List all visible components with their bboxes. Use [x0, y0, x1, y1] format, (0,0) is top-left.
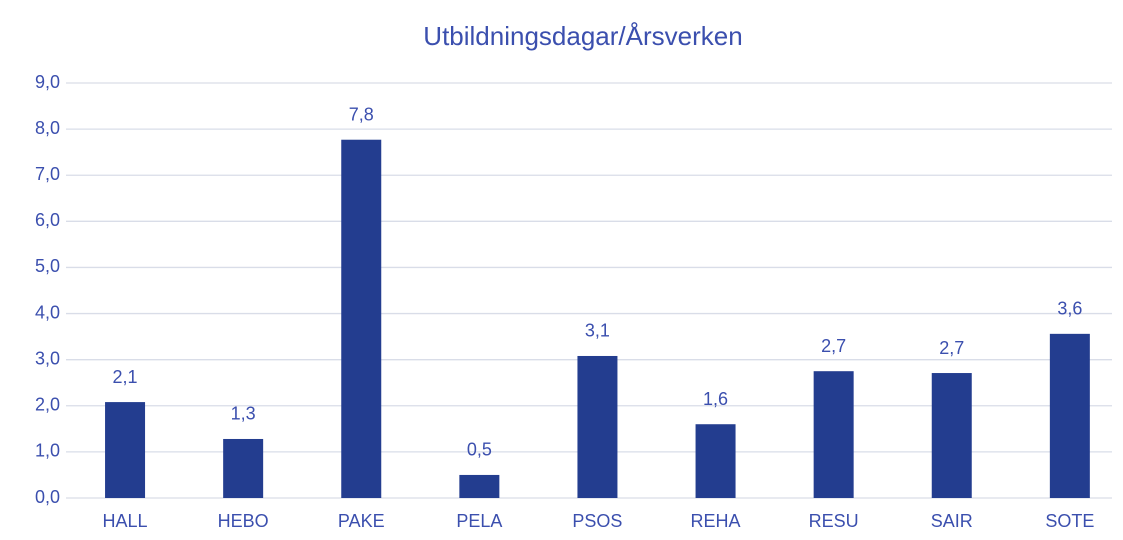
- x-tick-label: SOTE: [1045, 511, 1094, 531]
- x-tick-label: PSOS: [572, 511, 622, 531]
- bar: [695, 424, 736, 498]
- x-tick-label: SAIR: [931, 511, 973, 531]
- bar: [1049, 333, 1090, 498]
- bar: [813, 371, 854, 498]
- x-tick-label: REHA: [691, 511, 741, 531]
- value-label: 1,6: [703, 389, 728, 409]
- y-tick-label: 1,0: [35, 441, 60, 461]
- y-tick-label: 8,0: [35, 118, 60, 138]
- value-label: 7,8: [349, 104, 374, 124]
- y-tick-label: 5,0: [35, 256, 60, 276]
- bar: [341, 139, 382, 498]
- y-tick-label: 6,0: [35, 210, 60, 230]
- x-tick-label: HALL: [103, 511, 148, 531]
- value-label: 0,5: [467, 440, 492, 460]
- value-label: 2,7: [939, 338, 964, 358]
- y-tick-label: 3,0: [35, 348, 60, 368]
- bar: [459, 474, 500, 498]
- x-tick-label: HEBO: [218, 511, 269, 531]
- y-tick-label: 2,0: [35, 395, 60, 415]
- bar: [577, 355, 618, 498]
- bar: [931, 373, 972, 498]
- y-tick-label: 7,0: [35, 164, 60, 184]
- chart-title: Utbildningsdagar/Årsverken: [423, 21, 742, 51]
- value-label: 3,6: [1057, 299, 1082, 319]
- x-tick-label: PAKE: [338, 511, 385, 531]
- value-label: 2,7: [821, 336, 846, 356]
- x-tick-label: PELA: [456, 511, 502, 531]
- y-tick-label: 9,0: [35, 72, 60, 92]
- bar: [105, 402, 146, 498]
- y-tick-label: 4,0: [35, 302, 60, 322]
- x-tick-label: RESU: [809, 511, 859, 531]
- value-label: 1,3: [231, 404, 256, 424]
- value-label: 3,1: [585, 321, 610, 341]
- y-tick-label: 0,0: [35, 487, 60, 507]
- bar: [223, 438, 264, 498]
- value-label: 2,1: [113, 367, 138, 387]
